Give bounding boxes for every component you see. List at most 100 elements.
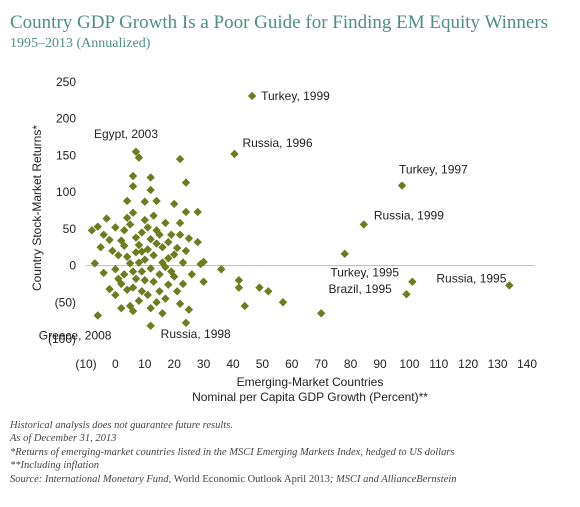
- y-tick-label: 100: [56, 185, 76, 199]
- tick-labels: 250 200 150 100 50 0 (50) (100) (10) 0 10 20 30 40 50 6…: [48, 75, 537, 371]
- footnote-disclaimer: Historical analysis does not guarantee f…: [10, 420, 233, 431]
- data-point: [93, 311, 102, 320]
- x-tick-label: 90: [373, 357, 387, 371]
- annotation-label: Russia, 1998: [161, 327, 231, 341]
- data-point: [175, 230, 185, 239]
- y-tick-label: (50): [55, 295, 76, 309]
- annotation-label: Turkey, 1999: [261, 89, 330, 103]
- annotation-label: Russia, 1995: [436, 271, 506, 285]
- data-point: [149, 277, 158, 286]
- data-point: [152, 298, 161, 307]
- x-tick-label: 20: [168, 357, 182, 371]
- source-prefix: Source: International Monetary Fund,: [10, 473, 174, 485]
- data-point: [155, 230, 164, 239]
- data-point: [140, 215, 149, 225]
- data-point: [161, 218, 170, 228]
- y-tick-label: 250: [56, 75, 76, 89]
- footnote-source: Source: International Monetary Fund, Wor…: [10, 473, 575, 486]
- data-point: [170, 250, 179, 259]
- annotation-label: Russia, 1996: [242, 136, 312, 150]
- data-point: [137, 247, 147, 256]
- data-point: [181, 207, 191, 217]
- data-point: [134, 296, 144, 306]
- data-point: [199, 277, 208, 286]
- annotation-label: Turkey, 1995: [330, 266, 399, 280]
- y-axis-label: Country Stock-Market Returns*: [30, 125, 44, 291]
- annotation-label: Egypt, 2003: [94, 127, 158, 141]
- x-tick-label: 70: [315, 357, 329, 371]
- data-point: [158, 309, 167, 318]
- data-point: [96, 243, 105, 252]
- data-point: [264, 287, 273, 296]
- data-point: [317, 309, 326, 318]
- y-tick-label: 50: [63, 222, 77, 236]
- x-tick-label: 30: [197, 357, 211, 371]
- data-point: [196, 259, 205, 269]
- data-point: [122, 196, 132, 206]
- data-point: [137, 287, 147, 296]
- data-point: [146, 234, 155, 244]
- data-point: [255, 283, 264, 292]
- data-point: [146, 303, 155, 313]
- data-point: [117, 303, 126, 313]
- data-point: [217, 265, 226, 274]
- annotation-label: Turkey, 1997: [399, 163, 468, 177]
- data-point: [397, 181, 407, 190]
- data-point: [402, 290, 411, 299]
- data-point: [128, 208, 138, 217]
- data-point: [140, 197, 149, 206]
- data-point: [172, 287, 182, 296]
- data-point: [175, 218, 185, 228]
- data-point: [105, 284, 114, 294]
- data-point: [114, 251, 123, 260]
- footnote-inflation: **Including inflation: [10, 460, 99, 472]
- data-point: [131, 147, 141, 156]
- data-point: [234, 283, 244, 292]
- x-tick-label: 130: [488, 357, 508, 371]
- footnotes: Historical analysis does not guarantee f…: [10, 419, 575, 486]
- data-point: [181, 178, 191, 187]
- data-point: [247, 91, 257, 101]
- data-point: [125, 220, 135, 229]
- data-point: [131, 233, 141, 242]
- x-tick-label: 110: [429, 357, 448, 371]
- data-point: [240, 301, 249, 311]
- x-tick-label: 50: [256, 357, 270, 371]
- x-axis-label: Emerging-Market Countries: [237, 375, 384, 389]
- data-point: [175, 299, 185, 308]
- data-point: [175, 154, 185, 164]
- data-point: [193, 207, 202, 217]
- data-point: [140, 276, 149, 285]
- data-point: [93, 222, 102, 231]
- x-tick-label: 100: [399, 357, 419, 371]
- data-point: [234, 276, 244, 285]
- source-suffix: ; MSCI and AllianceBernstein: [329, 473, 457, 485]
- data-point: [87, 226, 97, 235]
- data-point: [140, 255, 149, 264]
- x-tick-label: 80: [344, 357, 358, 371]
- data-point: [164, 280, 173, 289]
- data-point: [111, 265, 120, 274]
- data-point: [146, 173, 155, 182]
- data-point: [134, 240, 144, 250]
- data-point: [120, 241, 129, 250]
- footnote-date: As of December 31, 2013: [10, 433, 117, 445]
- data-point: [99, 268, 108, 278]
- data-point: [340, 249, 349, 259]
- data-point: [184, 305, 194, 314]
- x-tick-label: 0: [112, 357, 119, 371]
- data-point: [128, 283, 138, 292]
- chart-subtitle: 1995–2013 (Annualized): [10, 36, 151, 51]
- annotation-label: Russia, 1999: [374, 208, 444, 222]
- data-point: [111, 290, 120, 300]
- data-point: [158, 243, 167, 252]
- data-point: [125, 259, 135, 268]
- y-tick-label: 200: [56, 112, 76, 126]
- data-point: [170, 272, 179, 281]
- data-point: [146, 185, 155, 195]
- data-point: [120, 226, 129, 235]
- data-point: [152, 239, 161, 248]
- y-tick-label: 0: [69, 259, 76, 273]
- data-point: [505, 281, 514, 290]
- data-point: [149, 211, 158, 220]
